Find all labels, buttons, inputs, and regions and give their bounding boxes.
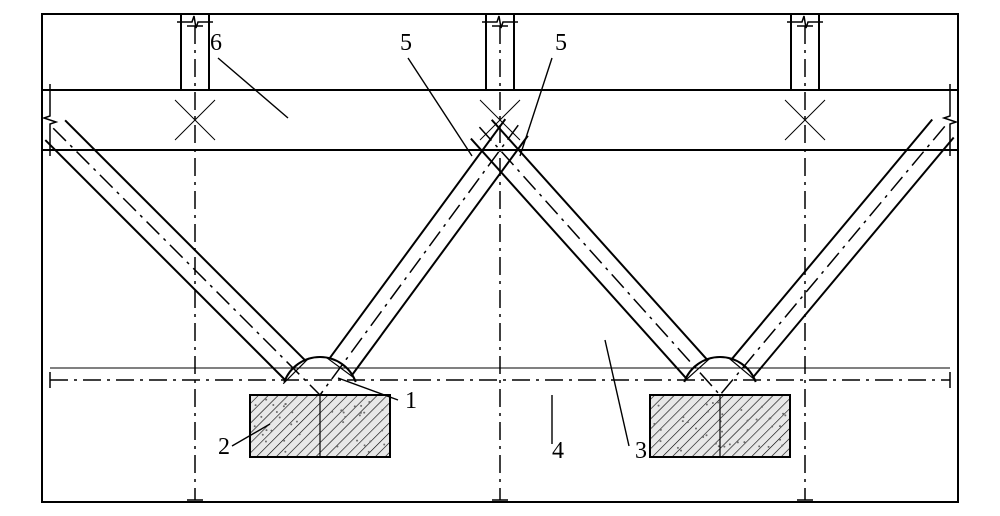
- arc-cap-1: [684, 357, 755, 382]
- diagonal-edge-a-2: [471, 139, 687, 380]
- callout-number-5: 5: [555, 30, 567, 56]
- callout-number-4: 4: [552, 438, 564, 464]
- diagonal-centerline-3: [720, 126, 945, 395]
- diagonal-centerline-0: [53, 128, 320, 395]
- diagonal-edge-b-3: [753, 138, 954, 378]
- callout-number-6: 6: [210, 30, 222, 56]
- diagonal-edge-a-1: [329, 119, 505, 359]
- leader-5-1: [408, 58, 472, 156]
- callout-number-3: 3: [635, 438, 647, 464]
- callout-number-2: 2: [218, 434, 230, 460]
- diagonal-edge-b-2: [492, 120, 708, 361]
- diagonal-edge-b-0: [65, 120, 306, 361]
- diagonal-centerline-1: [320, 125, 518, 395]
- callout-number-1: 1: [405, 388, 417, 414]
- diagonal-centerline-2: [479, 127, 720, 395]
- callout-number-5: 5: [400, 30, 412, 56]
- leader-5-2: [520, 58, 552, 156]
- leader-3-5: [605, 340, 629, 446]
- leader-6-0: [218, 58, 288, 118]
- diagonal-edge-a-0: [45, 140, 286, 381]
- diagonal-edge-a-3: [731, 120, 932, 360]
